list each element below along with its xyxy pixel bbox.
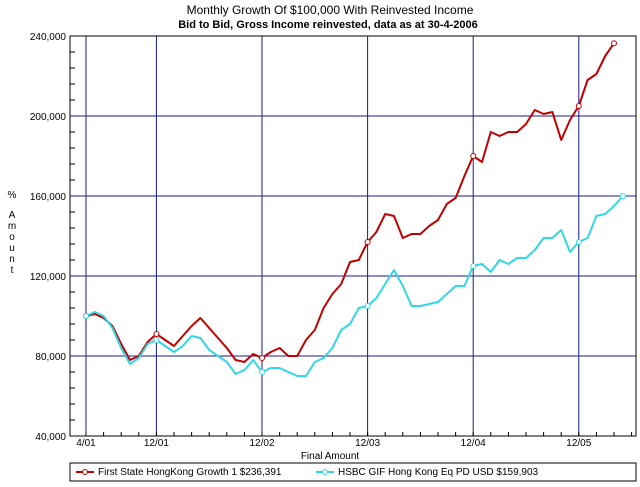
y-axis-label-char: m bbox=[8, 221, 16, 232]
series-line-1 bbox=[85, 42, 615, 363]
grid-lines bbox=[70, 36, 636, 436]
chart-title: Monthly Growth Of $100,000 With Reinvest… bbox=[187, 3, 474, 17]
y-tick-label: 240,000 bbox=[30, 32, 67, 43]
series-1-point bbox=[470, 153, 477, 159]
x-tick-label: 12/03 bbox=[355, 438, 380, 449]
x-axis-label: Final Amount bbox=[301, 451, 360, 462]
legend-box bbox=[69, 462, 637, 482]
y-axis-label-char: t bbox=[11, 265, 14, 276]
plot-area bbox=[69, 35, 637, 437]
y-axis-label-char: n bbox=[9, 254, 15, 265]
series-2-point bbox=[575, 239, 582, 245]
series-line-2 bbox=[85, 195, 624, 377]
y-axis-label: % Amount bbox=[8, 190, 17, 276]
series-2-point bbox=[259, 369, 265, 375]
y-tick-label: 80,000 bbox=[35, 352, 66, 363]
x-tick-label: 12/05 bbox=[566, 438, 591, 449]
series-2-point bbox=[83, 313, 89, 319]
series-layer bbox=[83, 40, 626, 377]
series-1-point bbox=[153, 331, 160, 337]
series-2-point bbox=[470, 263, 477, 269]
y-axis-label-char: % bbox=[8, 190, 17, 201]
y-tick-label: 200,000 bbox=[30, 112, 67, 123]
y-tick-label: 120,000 bbox=[30, 272, 67, 283]
y-axis-label-char: u bbox=[9, 243, 15, 254]
series-2-point bbox=[364, 303, 371, 309]
minor-ticks bbox=[70, 51, 633, 436]
x-tick-label: 12/02 bbox=[249, 438, 274, 449]
series-1-point bbox=[611, 40, 617, 47]
x-tick-label: 12/04 bbox=[461, 438, 486, 449]
x-axis-ticks: 4/01 12/01 12/02 12/03 12/04 12/05 bbox=[76, 438, 591, 449]
legend-label-2: HSBC GIF Hong Kong Eq PD USD $159,903 bbox=[338, 467, 539, 478]
y-axis-label-char: A bbox=[9, 210, 16, 221]
x-tick-label: 4/01 bbox=[76, 438, 96, 449]
series-1-point bbox=[575, 103, 582, 109]
series-1-point bbox=[364, 239, 371, 245]
series-1-point bbox=[259, 355, 265, 361]
y-axis-label-char: o bbox=[9, 232, 15, 243]
chart-subtitle: Bid to Bid, Gross Income reinvested, dat… bbox=[178, 19, 478, 31]
legend-marker-2 bbox=[322, 469, 328, 475]
y-tick-label: 160,000 bbox=[30, 192, 67, 203]
series-2-point bbox=[619, 193, 626, 200]
y-tick-label: 40,000 bbox=[35, 432, 66, 443]
legend-label-1: First State HongKong Growth 1 $236,391 bbox=[98, 467, 282, 478]
y-axis-ticks: 240,000 200,000 160,000 120,000 80,000 40,000 bbox=[30, 32, 67, 443]
legend-marker-1 bbox=[82, 469, 88, 475]
x-tick-label: 12/01 bbox=[144, 438, 169, 449]
legend: First State HongKong Growth 1 $236,391 HS… bbox=[76, 467, 539, 478]
series-2-point bbox=[153, 337, 160, 343]
